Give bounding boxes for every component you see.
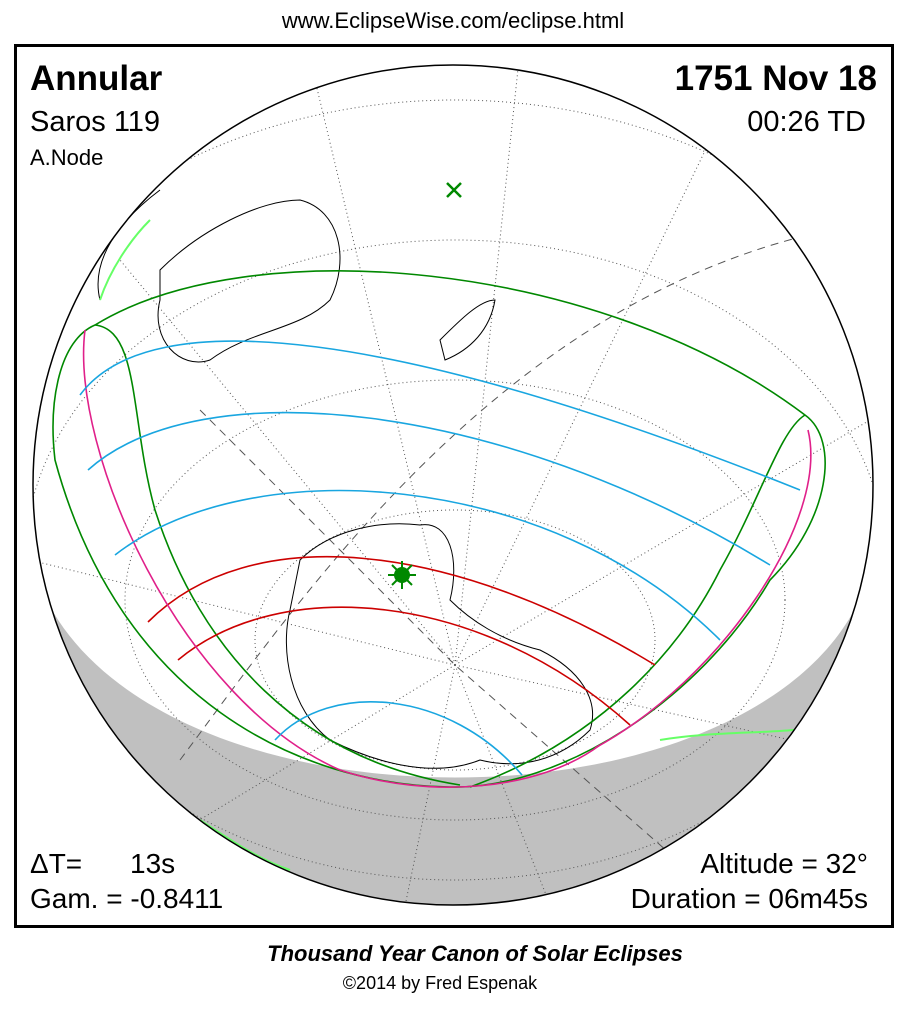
delta-t-label: ΔT=: [30, 848, 82, 879]
delta-t-value: 13s: [130, 848, 175, 879]
altitude: Altitude = 32°: [700, 848, 868, 879]
url: www.EclipseWise.com/eclipse.html: [281, 8, 624, 33]
gamma: Gam. = -0.8411: [30, 883, 223, 914]
graticule: [33, 65, 873, 905]
eclipse-type: Annular: [30, 59, 163, 98]
node: A.Node: [30, 145, 103, 170]
saros: Saros 119: [30, 106, 160, 138]
duration: Duration = 06m45s: [631, 883, 868, 914]
greatest-eclipse: [388, 182, 462, 589]
globe-outline: [32, 64, 874, 906]
date: 1751 Nov 18: [675, 59, 877, 98]
copyright: ©2014 by Fred Espenak: [343, 973, 538, 993]
eclipse-paths: [52, 270, 826, 788]
time: 00:26 TD: [747, 106, 866, 138]
footer-title: Thousand Year Canon of Solar Eclipses: [267, 941, 683, 966]
